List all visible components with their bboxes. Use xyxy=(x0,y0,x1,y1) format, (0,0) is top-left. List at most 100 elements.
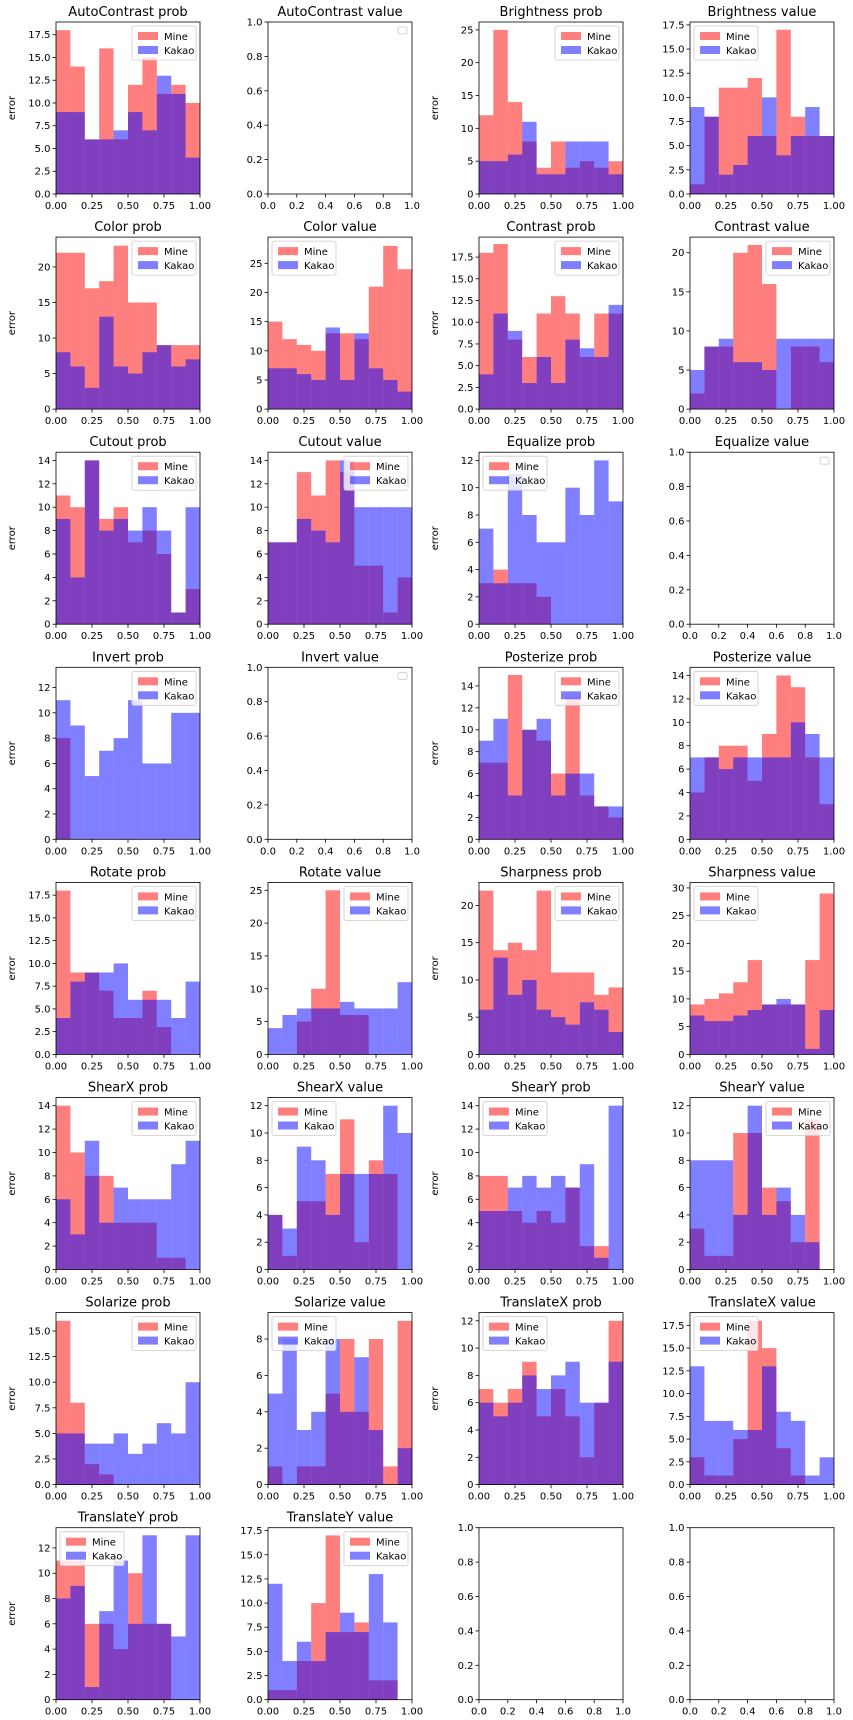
plot-0-kakao-bar-6 xyxy=(142,130,157,194)
plot-5-legend: Mine Kakao xyxy=(271,240,337,276)
plot-2-ylabel: error xyxy=(430,95,441,120)
plot-7-ytick-label-0: 0 xyxy=(678,405,684,416)
plot-24-kakao-bar-1 xyxy=(70,1433,85,1485)
plot-24-kakao-bar-5 xyxy=(128,1453,143,1485)
plot-11-xtick-label-4: 0.8 xyxy=(797,631,813,642)
plot-16-mine-bar-0 xyxy=(56,890,71,1055)
plot-29-kakao-bar-2 xyxy=(296,1641,312,1700)
plot-23: 0 2 4 6 8 10 12 0.00 0.25 0.50 0.75 1.00 ShearY valu… xyxy=(672,1081,845,1288)
plot-12-ytick-label-6: 12 xyxy=(38,683,51,694)
plot-7-legend-label-0: Mine xyxy=(798,247,822,258)
plot-24-legend-swatch-1 xyxy=(138,1336,158,1345)
plot-5-kakao-bar-4 xyxy=(325,327,340,410)
plot-1-title: AutoContrast value xyxy=(277,5,402,20)
plot-26-legend: Mine Kakao xyxy=(482,1316,548,1351)
plot-3-legend-label-1: Kakao xyxy=(726,46,756,57)
plot-9-legend-swatch-0 xyxy=(350,462,370,471)
plot-3-xtick-label-2: 0.50 xyxy=(751,201,773,212)
plot-21-ytick-label-6: 12 xyxy=(250,1101,263,1112)
plot-12-kakao-bar-6 xyxy=(142,763,157,840)
plot-0-legend-swatch-0 xyxy=(138,32,158,40)
plot-30-axes-frame xyxy=(478,1527,624,1701)
plot-25-xtick-label-2: 0.50 xyxy=(329,1492,351,1503)
plot-27-kakao-bar-8 xyxy=(805,1475,820,1485)
plot-7-kakao-bar-6 xyxy=(776,338,791,410)
plot-28-kakao-bar-6 xyxy=(142,1535,157,1700)
plot-16-ytick-label-2: 5.0 xyxy=(35,1004,51,1015)
plot-6-ytick-label-6: 15.0 xyxy=(451,274,473,285)
plot-4-xtick-label-1: 0.25 xyxy=(81,416,103,427)
plot-22-kakao-bar-5 xyxy=(551,1175,566,1270)
plot-5-xtick-label-2: 0.50 xyxy=(329,416,351,427)
plot-25-mine-bar-8 xyxy=(383,1466,398,1485)
plot-10-kakao-bar-7 xyxy=(579,514,595,625)
plot-16-kakao-bar-8 xyxy=(171,1018,186,1055)
plot-14-xtick-label-0: 0.00 xyxy=(468,846,490,857)
plot-16-legend-label-0: Mine xyxy=(164,892,188,903)
plot-19-ytick-label-6: 30 xyxy=(672,883,685,894)
plot-28-legend-swatch-1 xyxy=(66,1551,86,1560)
plot-31-ytick-label-4: 0.8 xyxy=(669,1558,685,1569)
plot-10-legend-label-1: Kakao xyxy=(515,476,545,487)
plot-23-xtick-label-1: 0.25 xyxy=(715,1277,737,1288)
plot-23-ytick-label-3: 6 xyxy=(678,1183,684,1194)
plot-7-legend-label-1: Kakao xyxy=(798,261,828,272)
plot-3-kakao-bar-8 xyxy=(805,107,820,194)
plot-13-ytick-label-5: 1.0 xyxy=(247,663,263,674)
plot-25-ytick-label-3: 6 xyxy=(256,1371,262,1382)
plot-10-xtick-label-1: 0.25 xyxy=(504,631,526,642)
plot-12-ytick-label-1: 2 xyxy=(44,810,50,821)
plot-31-ytick-label-3: 0.6 xyxy=(669,1592,685,1603)
plot-26-kakao-bar-3 xyxy=(522,1375,537,1485)
plot-8-kakao-bar-6 xyxy=(142,507,157,625)
plot-0-legend: Mine Kakao xyxy=(131,25,197,61)
plot-27-ytick-label-4: 10.0 xyxy=(662,1389,684,1400)
plot-25-title: Solarize value xyxy=(294,1296,385,1311)
plot-28-xtick-label-4: 1.00 xyxy=(189,1707,211,1718)
plot-20-legend-swatch-1 xyxy=(138,1121,158,1130)
plot-27-xtick-label-0: 0.00 xyxy=(679,1492,701,1503)
plot-20-ylabel: error xyxy=(7,1171,18,1196)
plot-19-ytick-label-4: 20 xyxy=(672,939,685,950)
plot-26-kakao-bar-6 xyxy=(565,1361,580,1485)
plot-16-xtick-label-1: 0.25 xyxy=(81,1061,103,1072)
plot-0-kakao-bar-8 xyxy=(171,93,186,194)
plot-16-xtick-label-0: 0.00 xyxy=(45,1061,67,1072)
plot-5-kakao-bar-9 xyxy=(397,391,412,410)
plot-23-kakao-bar-3 xyxy=(733,1214,748,1270)
plot-24-ytick-label-1: 2.5 xyxy=(35,1455,51,1466)
plot-17-kakao-bar-6 xyxy=(354,1008,369,1055)
plot-24-kakao-bar-9 xyxy=(185,1382,200,1485)
plot-28-kakao-bar-4 xyxy=(113,1560,128,1700)
plot-21-legend: Mine Kakao xyxy=(271,1101,337,1136)
plot-16-kakao-bar-7 xyxy=(156,999,172,1055)
plot-24-kakao-bar-8 xyxy=(171,1433,186,1485)
plot-3-legend-swatch-0 xyxy=(700,32,720,40)
plot-5-kakao-bar-0 xyxy=(268,368,283,410)
plot-25-xtick-label-4: 1.00 xyxy=(401,1492,423,1503)
plot-18-legend-label-1: Kakao xyxy=(587,906,617,917)
plot-24-kakao-bar-4 xyxy=(113,1433,128,1485)
plot-9-kakao-bar-3 xyxy=(311,530,326,625)
plot-12-kakao-bar-4 xyxy=(113,738,128,840)
plot-21-xtick-label-3: 0.75 xyxy=(365,1277,387,1288)
plot-27-xtick-label-3: 0.75 xyxy=(787,1492,809,1503)
plot-2-kakao-bar-8 xyxy=(594,141,609,194)
plot-22-kakao-bar-2 xyxy=(507,1187,523,1270)
plot-19-kakao-bar-3 xyxy=(733,1015,748,1055)
plot-10-kakao-bar-6 xyxy=(565,487,580,625)
plot-5-legend-label-1: Kakao xyxy=(304,261,334,272)
plot-2-ytick-label-4: 20 xyxy=(461,58,474,69)
plot-2-ytick-label-3: 15 xyxy=(461,91,474,102)
plot-26: 0 2 4 6 8 10 12 0.00 0.25 0.50 0.75 1.00 TranslateX … xyxy=(430,1296,634,1503)
plot-29-legend-label-1: Kakao xyxy=(376,1552,406,1563)
plot-17-legend: Mine Kakao xyxy=(343,886,409,921)
plot-2-title: Brightness prob xyxy=(500,5,603,20)
plot-22-kakao-bar-9 xyxy=(608,1105,623,1270)
plot-6-title: Contrast prob xyxy=(506,220,595,235)
plot-10-ytick-label-6: 12 xyxy=(461,456,474,467)
plot-8-xtick-label-1: 0.25 xyxy=(81,631,103,642)
plot-12-kakao-bar-5 xyxy=(128,700,143,840)
plot-2-xtick-label-4: 1.00 xyxy=(612,201,634,212)
plot-19-legend-label-1: Kakao xyxy=(726,906,756,917)
